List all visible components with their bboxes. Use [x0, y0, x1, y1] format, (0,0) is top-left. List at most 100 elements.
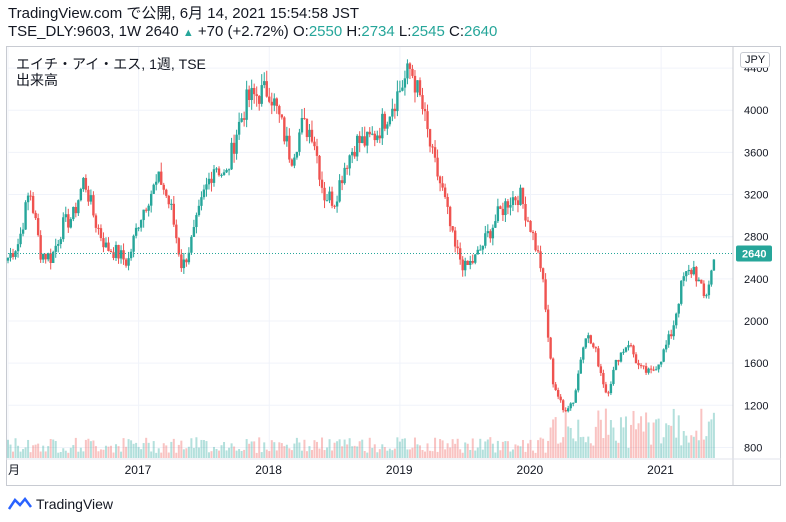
volume-bar: [238, 449, 241, 458]
candle-body: [423, 109, 427, 112]
candle-body: [190, 236, 193, 253]
volume-bar: [29, 452, 32, 458]
candle-body: [260, 85, 263, 104]
volume-bar: [552, 419, 555, 458]
candle-body: [526, 220, 530, 222]
candle-body: [74, 206, 78, 214]
candle-body: [376, 135, 379, 141]
volume-bar: [278, 442, 281, 458]
candle-body: [270, 101, 273, 106]
candle-body: [396, 91, 399, 112]
candle-body: [207, 178, 211, 185]
volume-bar: [705, 436, 708, 458]
y-tick-label: 1200: [744, 400, 768, 412]
candle-body: [501, 208, 505, 216]
candle-body: [685, 271, 688, 277]
candle-body: [411, 68, 414, 76]
volume-bar: [672, 408, 675, 458]
volume-bar: [690, 435, 693, 458]
candle-body: [237, 121, 241, 135]
volume-bar: [441, 440, 444, 458]
candle-body: [29, 195, 32, 197]
volume-bar: [700, 408, 703, 458]
volume-bar: [388, 448, 391, 458]
candle-body: [285, 135, 289, 142]
open-value: 2550: [308, 23, 343, 40]
candle-body: [335, 201, 339, 207]
candle-body: [677, 303, 680, 314]
volume-bar: [268, 451, 271, 458]
volume-bar: [127, 439, 130, 458]
volume-bar: [592, 445, 595, 458]
volume-bar: [667, 425, 670, 458]
volume-bar: [130, 440, 133, 458]
candle-body: [232, 142, 236, 154]
volume-bar: [461, 452, 464, 458]
candle-body: [504, 201, 507, 216]
candle-body: [592, 343, 595, 348]
volume-bar: [223, 442, 226, 458]
candle-body: [220, 174, 223, 176]
volume-bar: [142, 443, 145, 458]
candle-body: [371, 133, 374, 135]
candle-body: [609, 383, 613, 394]
volume-bar: [660, 443, 663, 458]
volume-bar: [122, 438, 125, 458]
volume-bar: [624, 416, 627, 458]
volume-bar: [589, 443, 592, 458]
volume-bar: [147, 442, 150, 458]
volume-bar: [426, 443, 429, 458]
volume-bar: [642, 431, 645, 458]
candle-body: [393, 108, 397, 112]
candle-body: [227, 169, 231, 171]
volume-bar: [378, 449, 381, 458]
volume-bar: [162, 443, 165, 458]
volume-bar: [197, 447, 200, 458]
volume-bar: [218, 450, 221, 458]
candle-body: [355, 135, 359, 157]
candle-body: [157, 171, 160, 182]
close-value: 2640: [463, 23, 498, 40]
tradingview-logo[interactable]: TradingView: [8, 496, 113, 512]
candle-body: [265, 81, 268, 97]
candle-body: [192, 227, 196, 237]
candle-body: [690, 269, 693, 275]
candle-body: [64, 214, 67, 218]
candle-body: [446, 196, 449, 207]
volume-bar: [82, 451, 85, 458]
volume-bar: [434, 437, 437, 458]
volume-bar: [486, 439, 489, 458]
volume-bar: [84, 439, 87, 458]
candle-body: [461, 259, 464, 271]
volume-bar: [549, 427, 552, 458]
volume-bar: [466, 443, 469, 458]
chart-frame[interactable]: [6, 46, 781, 486]
candle-body: [381, 113, 384, 139]
candle-body: [167, 195, 170, 205]
volume-bar: [137, 446, 140, 458]
candle-body: [59, 239, 62, 245]
volume-bar: [692, 436, 695, 458]
volume-bar: [150, 451, 153, 458]
candle-body: [107, 242, 110, 251]
volume-bar: [632, 410, 635, 458]
volume-bar: [511, 449, 514, 458]
volume-bar: [444, 449, 447, 458]
candle-body: [403, 78, 407, 88]
currency-button[interactable]: JPY: [740, 52, 771, 68]
volume-bar: [285, 444, 288, 458]
candle-body: [132, 235, 135, 252]
volume-bar: [577, 419, 580, 458]
volume-bar: [687, 442, 690, 458]
volume-bar: [702, 439, 705, 458]
candle-body: [77, 200, 80, 214]
volume-bar: [62, 448, 65, 458]
y-tick-label: 3600: [744, 147, 768, 159]
volume-bar: [418, 445, 421, 458]
candle-body: [541, 268, 545, 280]
candle-body: [361, 136, 364, 143]
candle-body: [659, 361, 663, 365]
candle-body: [263, 81, 266, 86]
tradingview-brand: TradingView: [36, 496, 114, 512]
